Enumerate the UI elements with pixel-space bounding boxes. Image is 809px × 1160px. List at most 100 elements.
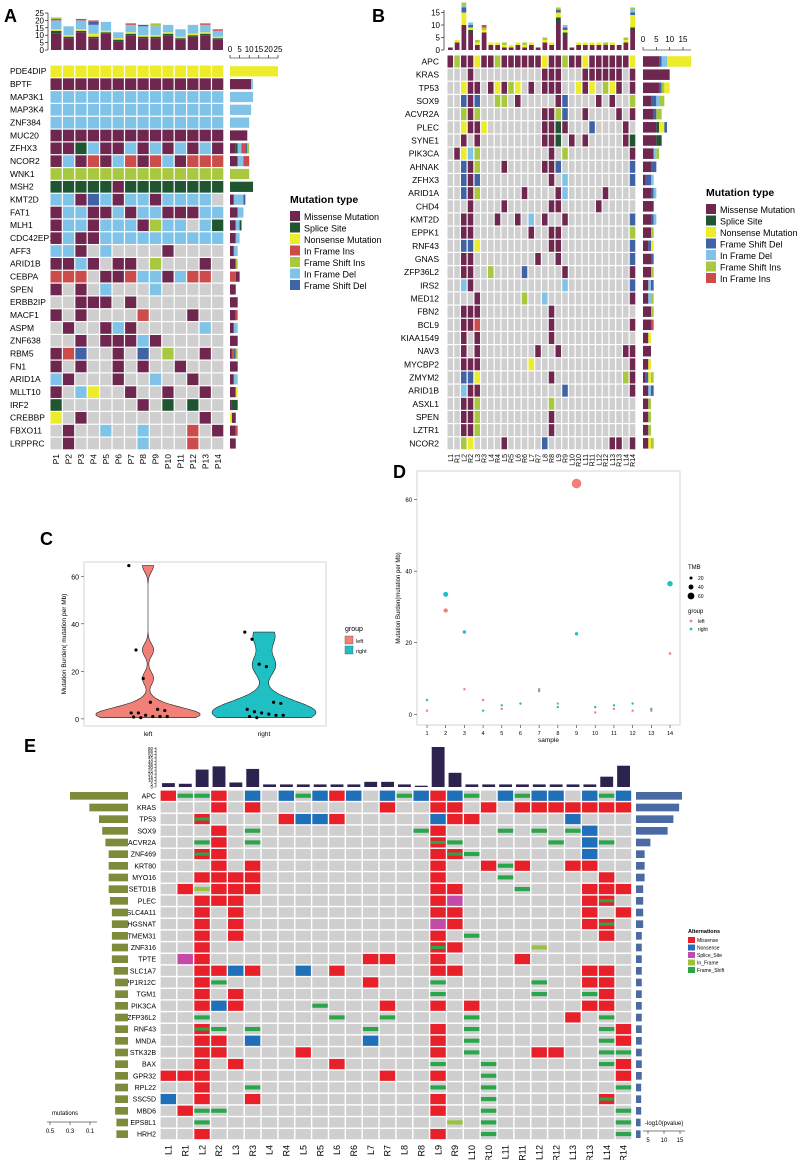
mutation-cell xyxy=(508,318,514,331)
mutation-cell xyxy=(160,1058,177,1070)
mutation-cell xyxy=(542,332,548,344)
mutation-cell xyxy=(616,305,622,318)
sample-label: L12 xyxy=(596,454,603,466)
mutation-cell xyxy=(379,942,396,953)
mutation-cell xyxy=(467,384,474,397)
mutation-cell xyxy=(596,213,602,226)
mutation-cell xyxy=(497,1012,514,1023)
mutation-cell xyxy=(228,1117,244,1128)
top-bar xyxy=(330,784,344,787)
top-axis-tick-label: 25 xyxy=(35,9,44,18)
mutation-cell xyxy=(629,411,636,423)
mutation-cell xyxy=(329,883,345,895)
mutation-cell xyxy=(413,1105,429,1116)
mutation-cell xyxy=(565,1070,581,1081)
mutation-cell xyxy=(497,977,514,988)
mutation-cell xyxy=(87,245,100,257)
mutation-cell xyxy=(467,147,474,160)
mutation-cell xyxy=(569,174,575,186)
mutation-cell xyxy=(555,266,562,279)
mutation-cell xyxy=(494,200,501,213)
right-bar-segment xyxy=(233,194,244,205)
mutation-cell xyxy=(447,397,454,410)
mutation-cell xyxy=(467,345,474,358)
mutation-cell xyxy=(565,977,581,988)
mutation-cell xyxy=(494,121,501,134)
mutation-cell xyxy=(362,953,379,965)
right-bar-segment xyxy=(230,258,236,269)
mutation-cell xyxy=(396,1023,413,1035)
mutation-cell xyxy=(346,1023,362,1035)
top-bar-segment xyxy=(125,24,136,33)
mutation-cell-overlay xyxy=(480,1120,497,1125)
mutation-cell xyxy=(430,965,446,976)
mutation-cell xyxy=(312,1058,328,1070)
mutation-cell xyxy=(589,318,595,331)
mutation-cell xyxy=(481,200,487,213)
mutation-cell xyxy=(542,187,548,200)
mutation-cell xyxy=(454,305,460,318)
top-bar-segment xyxy=(623,40,629,43)
mutation-cell xyxy=(430,1035,446,1046)
mutation-cell xyxy=(575,95,582,107)
mutation-cell xyxy=(174,78,187,90)
mutation-cell xyxy=(494,305,501,318)
mutation-cell xyxy=(542,160,548,173)
right-axis-tick-label: 10 xyxy=(665,35,674,44)
top-bar-segment xyxy=(603,45,608,50)
mutation-cell xyxy=(199,155,211,167)
mutation-cell xyxy=(615,1093,632,1105)
sample-label: R10 xyxy=(576,454,583,467)
mutation-cell xyxy=(362,802,379,813)
mutation-cell-overlay xyxy=(194,793,210,798)
mutation-cell xyxy=(379,907,396,918)
mutation-cell xyxy=(481,253,487,265)
mutation-cell xyxy=(50,360,62,373)
mutation-cell xyxy=(100,129,112,142)
legend-swatch xyxy=(688,967,695,973)
mutation-cell xyxy=(112,412,124,424)
mutation-cell-overlay xyxy=(615,1120,632,1125)
top-bar-segment xyxy=(596,45,602,50)
mutation-cell xyxy=(514,802,531,813)
top-bar xyxy=(280,784,293,787)
mutation-cell xyxy=(177,942,193,953)
mutation-cell xyxy=(112,168,124,180)
data-point xyxy=(250,637,254,641)
gene-label: IRS2 xyxy=(420,280,439,290)
mutation-cell xyxy=(187,116,199,129)
mutation-cell xyxy=(160,860,177,871)
gene-label: MYCBP2 xyxy=(404,359,439,369)
mutation-cell xyxy=(261,1058,278,1070)
mutation-cell xyxy=(50,155,62,167)
mutation-cell xyxy=(112,181,124,193)
mutation-cell xyxy=(569,200,575,213)
right-bar-segment xyxy=(656,95,659,107)
mutation-cell xyxy=(555,292,562,305)
mutation-cell xyxy=(278,965,295,976)
mutation-cell-overlay xyxy=(396,793,413,798)
mutation-cell xyxy=(589,253,595,265)
mutation-cell xyxy=(244,965,261,976)
mutation-cell xyxy=(494,279,501,292)
panel-a: PDE4DIPBPTFMAP3K1MAP3K4ZNF384MUC20ZFHX3N… xyxy=(10,9,382,469)
gene-label: RPL22 xyxy=(135,1085,157,1092)
mutation-cell xyxy=(531,1082,547,1093)
mutation-cell xyxy=(149,373,162,386)
mutation-cell xyxy=(329,1035,345,1046)
mutation-cell xyxy=(413,1070,429,1081)
mutation-cell xyxy=(501,437,508,450)
top-bar-segment xyxy=(522,47,527,50)
data-point-right xyxy=(519,702,522,705)
mutation-cell xyxy=(211,1117,227,1128)
mutation-cell xyxy=(187,193,199,206)
mutation-cell xyxy=(346,953,362,965)
mutation-cell xyxy=(461,345,467,358)
mutation-cell xyxy=(312,1128,328,1140)
right-bar-segment xyxy=(659,56,662,67)
mutation-cell xyxy=(244,1128,261,1140)
top-bar-segment xyxy=(88,20,99,22)
right-bar-segment xyxy=(659,122,665,133)
mutation-cell xyxy=(329,802,345,813)
mutation-cell xyxy=(149,424,162,437)
